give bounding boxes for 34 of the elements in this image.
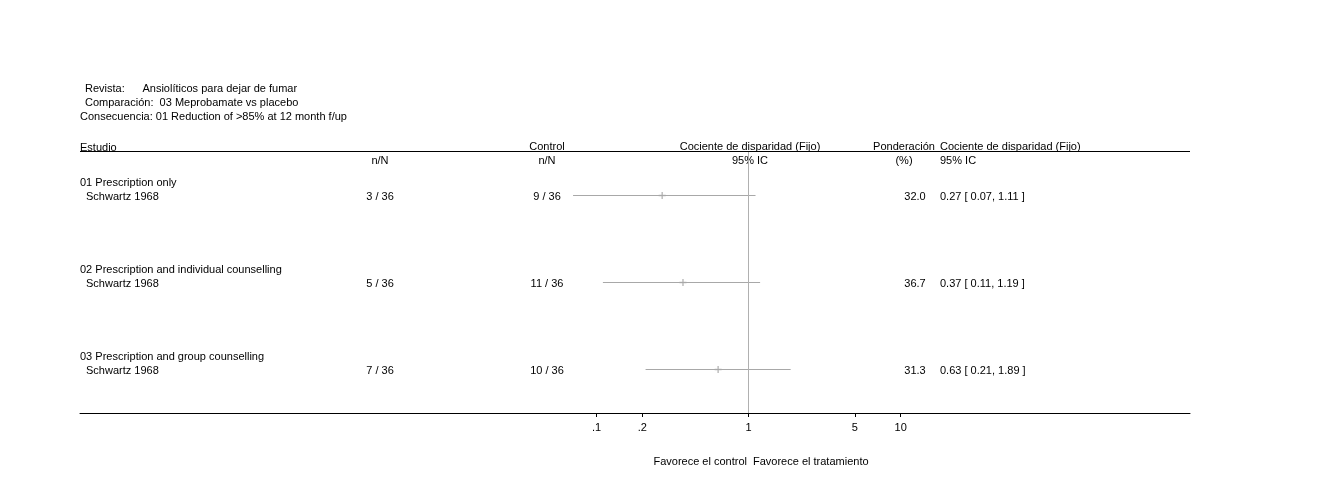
text: Favorece el tratamiento — [753, 455, 869, 467]
annotation: 0.37 [ 0.11, 1.19 ] — [940, 276, 1025, 289]
annotation: 10 / 36 — [530, 363, 564, 376]
annotation: 32.0 — [904, 189, 926, 202]
x-tick-label: 5 — [851, 420, 858, 433]
annotation: 0.63 [ 0.21, 1.89 ] — [940, 363, 1026, 376]
annotation: 02 Prescription and individual counselling — [80, 262, 282, 275]
x-tick-label: .1 — [592, 420, 602, 433]
x-tick-label: .2 — [637, 420, 647, 433]
chart-subtitle: Comparación: 03 Meprobamate vs placebo — [85, 95, 299, 108]
y-tick-label: Schwartz 1968 — [86, 363, 159, 376]
annotation: 7 / 36 — [366, 363, 394, 376]
annotation: 0.27 [ 0.07, 1.11 ] — [940, 189, 1025, 202]
annotation: Control n/N — [529, 140, 565, 166]
annotation: Cociente de disparidad (Fijo) 95% IC — [679, 140, 821, 166]
annotation: 3 / 36 — [366, 189, 394, 202]
x-tick-label: 10 — [894, 420, 907, 433]
y-tick-label: Schwartz 1968 — [86, 189, 159, 202]
annotation: n/N — [371, 154, 389, 166]
annotation: Cociente de disparidad (Fijo) 95% IC — [940, 140, 1081, 166]
annotation: 9 / 36 — [533, 189, 561, 202]
y-tick-label: Schwartz 1968 — [86, 276, 159, 289]
annotation: Ponderación (%) — [873, 140, 935, 166]
annotation: 01 Prescription only — [80, 175, 178, 188]
chart-title: Revista: Ansiolíticos para dejar de fumar — [85, 81, 298, 94]
annotation: 03 Prescription and group counselling — [80, 349, 265, 362]
x-tick-label: 1 — [745, 420, 752, 433]
annotation: 36.7 — [904, 276, 926, 289]
annotation: Estudio — [80, 141, 117, 153]
annotation: 11 / 36 — [530, 276, 564, 289]
text: Favorece el control — [653, 455, 747, 467]
annotation: 5 / 36 — [366, 276, 394, 289]
annotation: 31.3 — [904, 363, 926, 376]
text: Consecuencia: 01 Reduction of >85% at 12 month f/up — [80, 110, 347, 122]
